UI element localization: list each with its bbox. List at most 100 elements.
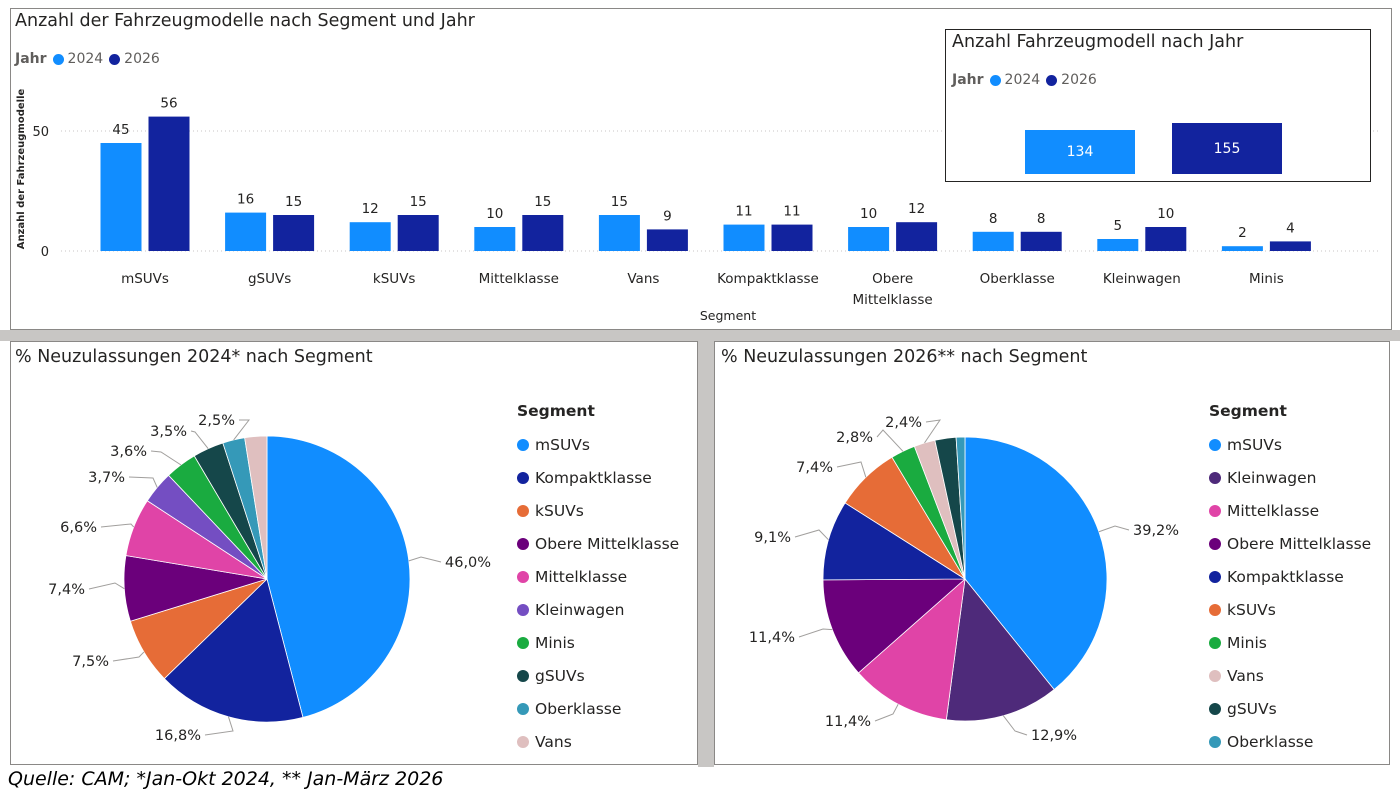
legend-item-oberklasse[interactable]: Oberklasse xyxy=(1209,725,1371,758)
bar-minis-2026[interactable] xyxy=(1269,241,1311,251)
legend-item-ksuvs[interactable]: kSUVs xyxy=(1209,593,1371,626)
pie-slice-obere-mittelklasse[interactable] xyxy=(822,578,967,674)
bar-oberklasse-2026[interactable] xyxy=(1020,231,1062,251)
legend-dot xyxy=(1209,438,1221,451)
pie-slice-kompaktklasse[interactable] xyxy=(163,578,304,723)
pie-2024-svg: 46,0% 16,8% 7,5% 7,4% 6,6% 3,7% 3,6%3,5% 2,5% xyxy=(48,413,491,744)
leader-line xyxy=(88,582,125,590)
pie-data-label-msuvs: 46,0% xyxy=(445,555,491,571)
legend-label: Obere Mittelklasse xyxy=(535,534,680,553)
bar-vans-2026[interactable] xyxy=(646,229,688,251)
kpi-bar-2026[interactable]: 155 xyxy=(1172,123,1282,174)
x-tick-label-gsuvs: gSUVs xyxy=(248,271,291,287)
pie-data-label-kleinwagen: 3,7% xyxy=(88,470,125,486)
bar-chart-title: Anzahl der Fahrzeugmodelle nach Segment … xyxy=(15,11,475,31)
pie-2024-title: % Neuzulassungen 2024* nach Segment xyxy=(15,347,373,367)
legend-item-vans[interactable]: Vans xyxy=(1209,659,1371,692)
legend-item-oberklasse[interactable]: Oberklasse xyxy=(517,692,679,725)
x-tick-label-ksuvs: kSUVs xyxy=(373,271,416,287)
bar-obere-mittelklasse-2024[interactable] xyxy=(848,227,890,251)
legend-item-kompaktklasse[interactable]: Kompaktklasse xyxy=(517,461,679,494)
bar-value-label: 11 xyxy=(735,204,752,220)
pie-data-label-ksuvs: 7,5% xyxy=(72,654,109,670)
legend-label: Kleinwagen xyxy=(535,600,625,619)
legend-item-msuvs[interactable]: mSUVs xyxy=(1209,428,1371,461)
legend-dot-2026 xyxy=(109,53,121,65)
bar-chart-svg: Anzahl der Fahrzeugmodelle Segment 050 45… xyxy=(16,88,1381,323)
legend-item-vans[interactable]: Vans xyxy=(517,725,679,758)
legend-item-mittelklasse[interactable]: Mittelklasse xyxy=(1209,494,1371,527)
leader-line xyxy=(100,523,135,528)
pie-2026-panel: % Neuzulassungen 2026** nach Segment 39,… xyxy=(714,341,1390,765)
legend-label-2024: 2024 xyxy=(67,51,104,67)
bar-kleinwagen-2024[interactable] xyxy=(1097,239,1139,251)
pie-data-label-kompaktklasse: 16,8% xyxy=(155,728,201,744)
leader-line xyxy=(233,419,251,441)
pie-slice-oberklasse[interactable] xyxy=(955,436,966,580)
legend-dot xyxy=(517,471,529,484)
bar-mittelklasse-2026[interactable] xyxy=(522,215,564,251)
kpi-title: Anzahl Fahrzeugmodell nach Jahr xyxy=(952,32,1244,52)
bar-kompaktklasse-2026[interactable] xyxy=(771,224,813,251)
legend-item-2024[interactable]: 2024 xyxy=(52,51,104,67)
legend-label: mSUVs xyxy=(535,435,590,454)
bar-msuvs-2024[interactable] xyxy=(100,143,142,251)
legend-item-ksuvs[interactable]: kSUVs xyxy=(517,494,679,527)
legend-item-kleinwagen[interactable]: Kleinwagen xyxy=(1209,461,1371,494)
kpi-legend-item-2026[interactable]: 2026 xyxy=(1046,72,1097,88)
legend-item-kompaktklasse[interactable]: Kompaktklasse xyxy=(1209,560,1371,593)
bar-obere-mittelklasse-2026[interactable] xyxy=(896,222,938,251)
kpi-legend-dot-2026 xyxy=(1046,74,1058,86)
bar-ksuvs-2024[interactable] xyxy=(349,222,391,251)
legend-item-minis[interactable]: Minis xyxy=(517,626,679,659)
bar-ksuvs-2026[interactable] xyxy=(397,215,439,251)
legend-item-minis[interactable]: Minis xyxy=(1209,626,1371,659)
kpi-legend-item-2024[interactable]: 2024 xyxy=(989,72,1040,88)
legend-item-msuvs[interactable]: mSUVs xyxy=(517,428,679,461)
pie-slice-msuvs[interactable] xyxy=(266,435,411,718)
legend-item-2026[interactable]: 2026 xyxy=(109,51,160,67)
x-tick-label-msuvs: mSUVs xyxy=(121,271,169,287)
bar-chart-legend: Jahr 2024 2026 xyxy=(15,51,166,67)
panel-gap-horizontal xyxy=(0,330,1400,341)
bar-oberklasse-2024[interactable] xyxy=(972,231,1014,251)
pie-data-label-msuvs: 39,2% xyxy=(1133,523,1179,539)
legend-item-kleinwagen[interactable]: Kleinwagen xyxy=(517,593,679,626)
legend-label: kSUVs xyxy=(535,501,584,520)
kpi-legend-label-2026: 2026 xyxy=(1061,72,1097,88)
legend-item-gsuvs[interactable]: gSUVs xyxy=(1209,692,1371,725)
x-tick-label-vans: Vans xyxy=(627,271,659,287)
bar-minis-2024[interactable] xyxy=(1221,246,1263,251)
pie-2024-legend: Segment mSUVs Kompaktklasse kSUVs Obere Mit… xyxy=(517,402,679,758)
leader-line xyxy=(798,628,833,638)
pie-2026-legend-title: Segment xyxy=(1209,402,1287,420)
pie-data-label-vans: 2,4% xyxy=(885,415,922,431)
bar-vans-2024[interactable] xyxy=(598,215,640,251)
bar-kleinwagen-2026[interactable] xyxy=(1145,227,1187,251)
legend-item-obere-mittelklasse[interactable]: Obere Mittelklasse xyxy=(517,527,679,560)
pie-data-label-mittelklasse: 6,6% xyxy=(60,520,97,536)
pie-slice-kompaktklasse[interactable] xyxy=(822,502,967,581)
legend-label: Mittelklasse xyxy=(1227,501,1320,520)
pie-slice-mittelklasse[interactable] xyxy=(857,577,966,721)
bar-value-label: 8 xyxy=(1037,211,1046,227)
legend-item-obere-mittelklasse[interactable]: Obere Mittelklasse xyxy=(1209,527,1371,560)
legend-item-mittelklasse[interactable]: Mittelklasse xyxy=(517,560,679,593)
legend-label: Vans xyxy=(535,732,572,751)
legend-label: Kompaktklasse xyxy=(535,468,652,487)
bar-mittelklasse-2024[interactable] xyxy=(474,227,516,251)
legend-label: Minis xyxy=(535,633,575,652)
bar-msuvs-2026[interactable] xyxy=(148,116,190,251)
legend-item-gsuvs[interactable]: gSUVs xyxy=(517,659,679,692)
bar-kompaktklasse-2024[interactable] xyxy=(723,224,765,251)
bar-value-label: 16 xyxy=(237,192,254,208)
pie-data-label-kleinwagen: 12,9% xyxy=(1031,728,1077,744)
pie-slice-vans[interactable] xyxy=(244,435,268,580)
legend-dot xyxy=(1209,603,1221,616)
bar-gsuvs-2024[interactable] xyxy=(225,212,267,251)
legend-label: mSUVs xyxy=(1227,435,1282,454)
kpi-bar-2024[interactable]: 134 xyxy=(1025,130,1135,174)
legend-dot xyxy=(1209,735,1221,748)
bar-value-label: 9 xyxy=(663,208,672,224)
bar-gsuvs-2026[interactable] xyxy=(273,215,315,251)
